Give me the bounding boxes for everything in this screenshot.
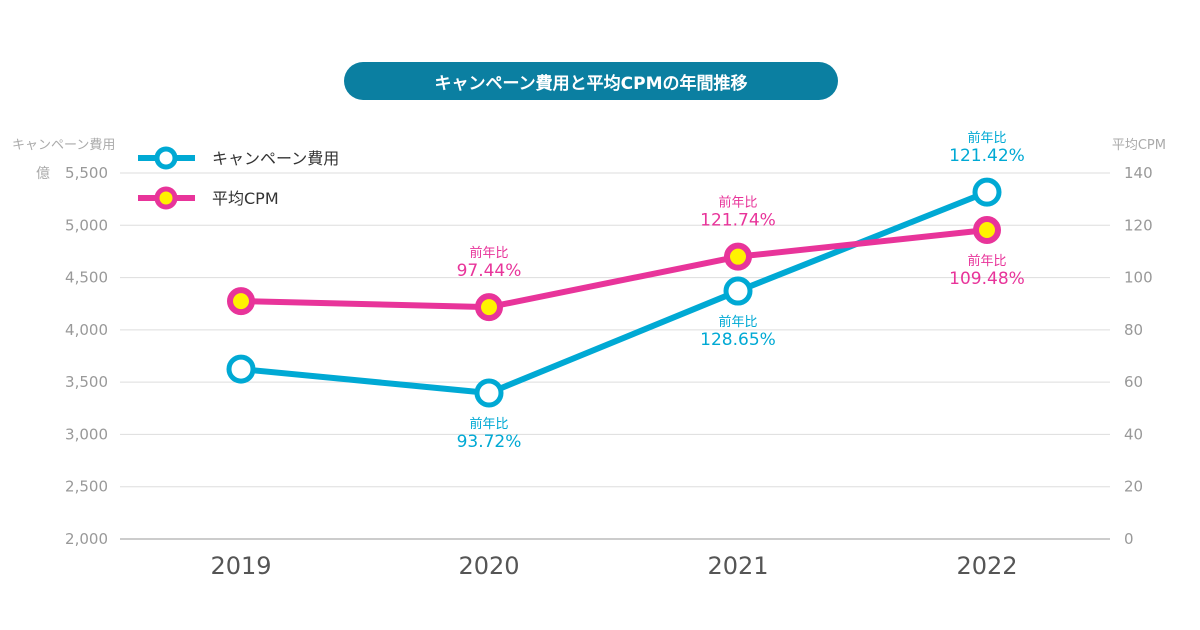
data-point [474, 378, 504, 408]
x-tick-label: 2021 [707, 552, 768, 580]
right-tick-label: 60 [1124, 373, 1143, 391]
right-tick-label: 0 [1124, 530, 1134, 548]
right-tick-label: 40 [1124, 425, 1143, 443]
annotation-prefix: 前年比 [469, 245, 508, 261]
series-line [240, 189, 989, 397]
annotation-prefix: 前年比 [718, 314, 757, 330]
right-tick-label: 120 [1124, 216, 1153, 234]
x-tick-label: 2022 [956, 552, 1017, 580]
data-point [972, 177, 1002, 207]
annotation-value: 121.74% [700, 211, 776, 231]
left-tick-label: 4,500 [65, 269, 108, 287]
annotation-prefix: 前年比 [967, 130, 1006, 146]
right-tick-label: 80 [1124, 321, 1143, 339]
right-tick-label: 100 [1124, 269, 1153, 287]
left-tick-label: 5,000 [65, 216, 108, 234]
annotation-prefix: 前年比 [718, 195, 757, 211]
data-point [723, 276, 753, 306]
x-tick-label: 2019 [210, 552, 271, 580]
annotation-value: 109.48% [949, 269, 1025, 289]
left-tick-label: 3,500 [65, 373, 108, 391]
legend-marker [154, 146, 178, 170]
data-point [226, 354, 256, 384]
data-point [724, 242, 752, 271]
annotation-prefix: 前年比 [469, 416, 508, 432]
data-point [475, 293, 503, 322]
legend-marker [154, 186, 178, 210]
annotation-value: 128.65% [700, 330, 776, 350]
annotation-value: 121.42% [949, 146, 1025, 166]
annotation-value: 97.44% [457, 261, 522, 281]
annotation-value: 93.72% [457, 432, 522, 452]
data-point [227, 287, 255, 316]
left-tick-label: 4,000 [65, 321, 108, 339]
annotation-prefix: 前年比 [967, 253, 1006, 269]
left-tick-label: 2,500 [65, 478, 108, 496]
chart-title: キャンペーン費用と平均CPMの年間推移 [344, 62, 838, 100]
left-tick-label: 2,000 [65, 530, 108, 548]
series-line [240, 227, 988, 311]
right-axis-label: 平均CPM [1112, 138, 1166, 153]
right-tick-label: 20 [1124, 478, 1143, 496]
left-axis-unit: 億 [36, 166, 50, 182]
legend-label: 平均CPM [212, 189, 279, 208]
right-tick-label: 140 [1124, 164, 1153, 182]
left-tick-label: 5,500 [65, 164, 108, 182]
x-tick-label: 2020 [458, 552, 519, 580]
legend-label: キャンペーン費用 [212, 149, 339, 168]
left-tick-label: 3,000 [65, 425, 108, 443]
left-axis-label: キャンペーン費用 [12, 138, 115, 153]
data-point [973, 215, 1001, 244]
